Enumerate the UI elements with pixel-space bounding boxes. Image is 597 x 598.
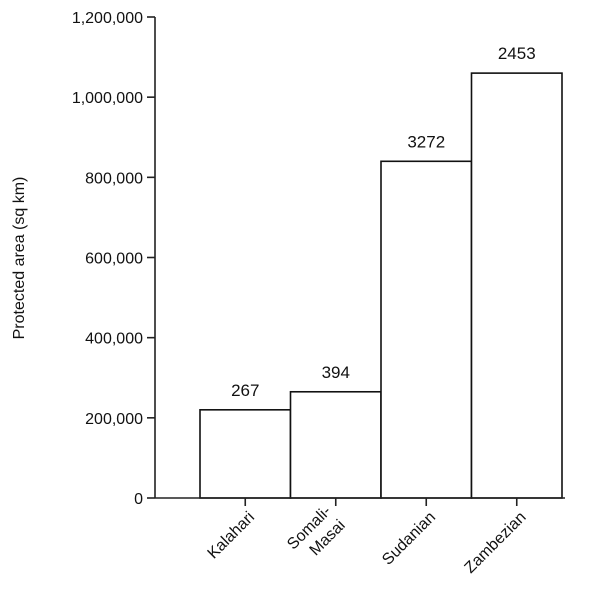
data-labels: 267 394 3272 2453 — [231, 44, 536, 400]
bar — [199, 409, 292, 499]
y-tick-label: 600,000 — [85, 251, 143, 268]
x-tick-label: Sudanian — [379, 509, 439, 569]
bar — [470, 72, 563, 499]
x-axis: Kalahari Somali-Masai Sudanian Zambezian — [155, 497, 565, 577]
y-tick-label: 800,000 — [85, 170, 143, 187]
y-tick-label: 400,000 — [85, 331, 143, 348]
data-label: 3272 — [407, 132, 445, 151]
bar — [289, 390, 382, 499]
y-tick-label: 1,000,000 — [72, 90, 143, 107]
data-label: 267 — [231, 381, 259, 400]
bar — [380, 160, 473, 499]
x-tick-label: Somali-Masai — [284, 503, 349, 568]
y-tick-label: 0 — [134, 491, 143, 508]
x-tick-label: Zambezian — [462, 509, 530, 577]
y-axis: 0 200,000 400,000 600,000 800,000 1,000,000 1,… — [72, 10, 156, 508]
data-label: 394 — [322, 363, 350, 382]
y-tick-label: 200,000 — [85, 411, 143, 428]
x-tick-label: Kalahari — [205, 509, 259, 563]
y-tick-label: 1,200,000 — [72, 10, 143, 27]
y-axis-title: Protected area (sq km) — [11, 177, 28, 340]
bars — [199, 72, 563, 499]
data-label: 2453 — [498, 44, 536, 63]
